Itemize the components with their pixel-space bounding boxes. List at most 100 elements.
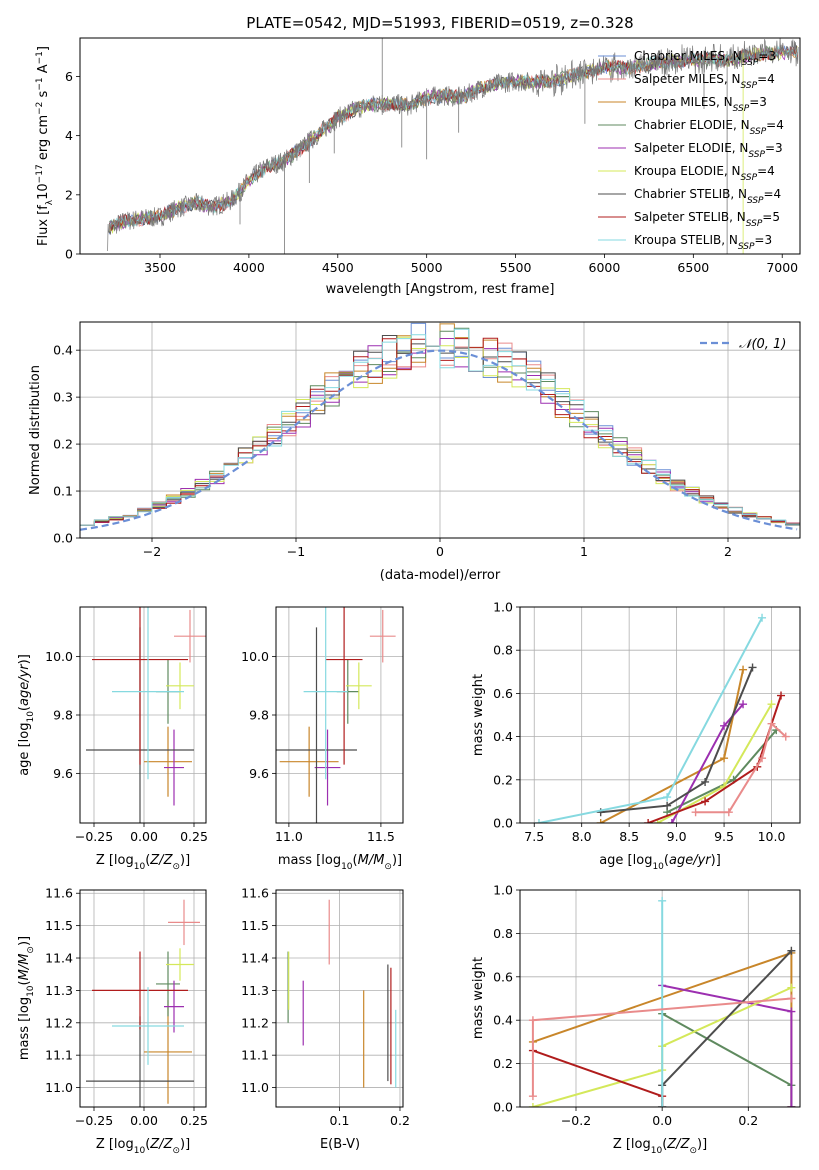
y-tick-label: 0.2 — [493, 1056, 513, 1071]
legend-entry: Chabrier ELODIE, NSSP=4 — [634, 118, 784, 137]
x-tick-label: 9.0 — [667, 829, 687, 844]
mass-weight-marker — [748, 663, 757, 672]
mass-weight-marker — [691, 808, 700, 817]
figure-title: PLATE=0542, MJD=51993, FIBERID=0519, z=0… — [246, 14, 633, 32]
plot-area — [80, 322, 800, 531]
y-tick-label: 11.0 — [241, 1080, 269, 1095]
y-tick-label: 0.2 — [53, 437, 73, 452]
y-tick-label: 0.6 — [493, 686, 513, 701]
plot-area — [276, 607, 396, 823]
y-tick-label: 11.3 — [241, 983, 269, 998]
axes-frame — [275, 606, 404, 824]
y-tick-label: 11.4 — [241, 951, 269, 966]
axes-frame — [79, 606, 207, 824]
mass-weight-marker — [528, 1092, 537, 1101]
normal-curve — [80, 349, 798, 531]
legend-entry: 𝒩(0, 1) — [739, 337, 786, 352]
age-vs-metallicity-panel: −0.25 0.00 0.25 9.6 9.8 10.0 Z [log10(Z/Z⊙)] ag… — [17, 606, 208, 872]
y-tick-label: 9.8 — [249, 708, 269, 723]
x-tick-label: −0.25 — [75, 1113, 113, 1128]
y-tick-label: 11.5 — [241, 918, 269, 933]
x-axis-label: (data-model)/error — [380, 568, 501, 583]
y-tick-label: 11.1 — [45, 1048, 73, 1063]
axes-frame — [79, 37, 801, 255]
x-tick-label: 6500 — [677, 260, 709, 275]
y-tick-label: 0.4 — [53, 343, 73, 358]
y-tick-label: 10.0 — [45, 649, 73, 664]
x-tick-label: −0.2 — [561, 1113, 591, 1128]
y-tick-label: 10.0 — [241, 649, 269, 664]
x-tick-label: 0.00 — [130, 1113, 158, 1128]
x-tick-label: 1 — [580, 544, 588, 559]
weight-vs-metallicity-panel: −0.2 0.0 0.2 0.0 0.2 0.4 0.6 0.8 1.0 Z [log10(Z/Z… — [471, 883, 801, 1156]
plot-area — [107, 38, 799, 254]
legend-entry: Kroupa ELODIE, NSSP=4 — [634, 164, 775, 183]
mass-weight-marker — [739, 700, 748, 709]
mass-weight-marker — [720, 721, 729, 730]
y-tick-label: 11.2 — [241, 1015, 269, 1030]
mass-weight-marker — [667, 819, 676, 823]
plot-area — [86, 899, 200, 1107]
mass-weight-marker — [767, 700, 776, 709]
y-tick-label: 9.6 — [53, 766, 73, 781]
y-tick-label: 0.6 — [493, 969, 513, 984]
weight-vs-age-panel: 7.5 8.0 8.5 9.0 9.5 10.0 0.0 0.2 0.4 0.6 0.8 1.0 age… — [471, 600, 801, 872]
y-tick-label: 1.0 — [493, 600, 513, 615]
x-tick-label: 0.00 — [130, 829, 158, 844]
x-tick-label: 7.5 — [524, 829, 544, 844]
mass-vs-reddening-panel: 0.1 0.2 11.0 11.1 11.2 11.3 11.4 11.5 11.6 E(B-V) — [241, 886, 410, 1152]
x-tick-label: 11.0 — [275, 829, 303, 844]
mass-weight-marker — [596, 819, 605, 823]
legend-entry: Chabrier STELIB, NSSP=4 — [634, 187, 781, 206]
x-tick-label: 0.25 — [180, 1113, 208, 1128]
x-tick-label: 5500 — [500, 260, 532, 275]
y-tick-label: 0.0 — [493, 1100, 513, 1115]
mass-weight-marker — [777, 691, 786, 700]
mass-weight-marker — [701, 797, 710, 806]
mass-weight-marker — [787, 946, 796, 955]
y-tick-label: 9.8 — [53, 708, 73, 723]
mass-vs-metallicity-panel: −0.25 0.00 0.25 11.0 11.1 11.2 11.3 11.4 11.5 11.… — [17, 886, 208, 1156]
x-tick-label: −0.25 — [75, 829, 113, 844]
x-tick-label: 0.2 — [738, 1113, 758, 1128]
mass-weight-marker — [663, 801, 672, 810]
x-tick-label: 8.5 — [619, 829, 639, 844]
y-tick-label: 0.8 — [493, 643, 513, 658]
y-tick-label: 0.1 — [53, 484, 73, 499]
mass-weight-line — [661, 1012, 793, 1107]
mass-weight-marker — [739, 665, 748, 674]
x-axis-label: E(B-V) — [320, 1137, 360, 1152]
axes-frame — [275, 889, 404, 1108]
y-tick-label: 2 — [65, 187, 73, 202]
mass-weight-marker — [724, 808, 733, 817]
mass-weight-line — [532, 1049, 664, 1107]
x-tick-label: 4000 — [233, 260, 265, 275]
x-axis-label: age [log10(age/yr)] — [599, 853, 721, 872]
x-axis-label: mass [log10(M/M⊙)] — [278, 853, 402, 872]
mass-weight-marker — [758, 754, 767, 763]
legend-entry: Chabrier MILES, NSSP=3 — [634, 49, 776, 68]
residuals-panel: −2 −1 0 1 2 0.0 0.1 0.2 0.3 0.4 𝒩(0, 1) (data-model… — [28, 321, 801, 583]
x-tick-label: 6000 — [589, 260, 621, 275]
plot-area — [528, 896, 796, 1107]
x-axis-label: Z [log10(Z/Z⊙)] — [96, 1137, 190, 1156]
axes-frame — [79, 321, 801, 539]
legend-entry: Salpeter ELODIE, NSSP=3 — [634, 141, 783, 160]
x-tick-label: 4500 — [322, 260, 354, 275]
y-tick-label: 0.4 — [493, 729, 513, 744]
y-tick-label: 0.8 — [493, 926, 513, 941]
mass-weight-marker — [758, 613, 767, 622]
mass-weight-line — [600, 667, 754, 814]
mass-weight-marker — [663, 793, 672, 802]
axes-frame — [79, 889, 207, 1108]
y-axis-label: Normed distribution — [28, 365, 43, 495]
y-tick-label: 0.2 — [493, 772, 513, 787]
x-tick-label: 0.2 — [390, 1113, 410, 1128]
mass-weight-marker — [787, 1103, 796, 1107]
y-axis-label: mass [log10(M/M⊙)] — [17, 936, 36, 1060]
y-tick-label: 11.2 — [45, 1015, 73, 1030]
legend-entry: Salpeter STELIB, NSSP=5 — [634, 210, 780, 229]
y-tick-label: 1.0 — [493, 883, 513, 898]
y-tick-label: 0.3 — [53, 390, 73, 405]
y-tick-label: 6 — [65, 69, 73, 84]
